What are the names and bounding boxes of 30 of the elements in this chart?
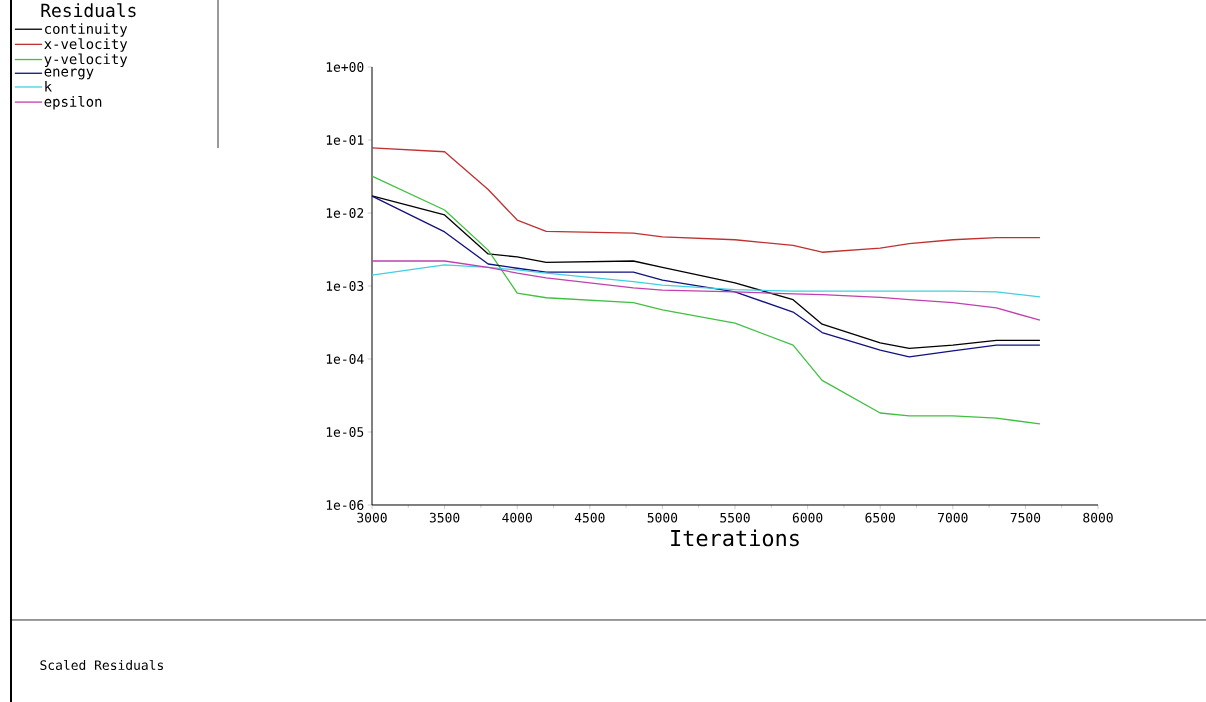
line-series [371, 147, 1041, 253]
legend-label: x-velocity [44, 38, 128, 52]
y-tick-label: 1e-03 [326, 281, 364, 291]
x-tick-label: 7500 [1010, 512, 1041, 523]
legend-title: Residuals [41, 3, 136, 18]
x-tick-label: 7000 [938, 512, 968, 523]
y-tick-label: 1e-01 [326, 135, 364, 145]
y-tick-label: 1e-04 [326, 354, 364, 364]
y-tick-label: 1e-06 [326, 500, 364, 510]
y-tick-label: 1e-05 [326, 427, 364, 437]
legend-label: y-velocity [44, 53, 128, 68]
x-tick-label: 6500 [865, 512, 895, 523]
x-tick-label: 8000 [1083, 512, 1113, 523]
line-series [371, 260, 1041, 321]
x-tick-label: 5000 [647, 512, 678, 523]
x-tick-label: 3000 [357, 512, 387, 523]
x-tick-label: 4000 [502, 512, 532, 523]
x-tick-label: 4500 [574, 512, 605, 523]
line-series [371, 175, 1041, 425]
legend-label: epsilon [44, 96, 102, 110]
x-tick-label: 5500 [720, 512, 750, 523]
legend-label: continuity [45, 23, 128, 37]
legend-label: k [45, 80, 52, 92]
y-tick-label: 1e-02 [326, 208, 364, 218]
x-axis-title: Iterations [671, 529, 799, 547]
legend-label: energy [44, 68, 94, 80]
y-tick-label: 1e+00 [326, 62, 364, 72]
x-tick-label: 3500 [429, 512, 460, 523]
x-tick-label: 6000 [792, 512, 823, 523]
text: Scaled Residuals [40, 659, 163, 671]
